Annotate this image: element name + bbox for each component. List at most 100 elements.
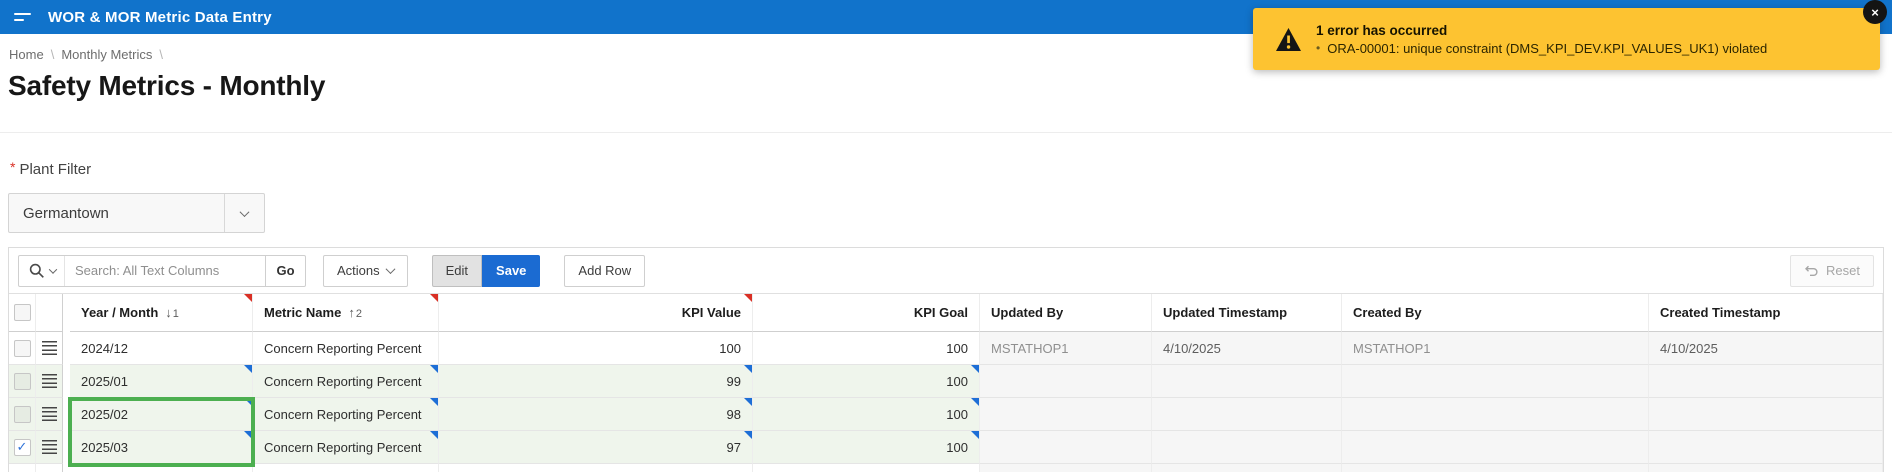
breadcrumb-separator: \	[159, 47, 163, 62]
changed-marker-icon	[430, 398, 438, 406]
region-divider	[0, 132, 1892, 133]
grid-toolbar: Go Actions Edit Save Add Row Reset	[9, 248, 1883, 294]
cell-kpi-value[interactable]: 99	[439, 365, 753, 398]
error-message: • ORA-00001: unique constraint (DMS_KPI_…	[1316, 40, 1768, 56]
changed-marker-icon	[430, 431, 438, 439]
add-row-button[interactable]: Add Row	[564, 254, 646, 287]
row-menu-icon	[41, 374, 57, 388]
chevron-down-icon	[385, 264, 396, 275]
actions-button[interactable]: Actions	[323, 254, 408, 287]
cell-created-by	[1342, 365, 1649, 398]
chevron-down-icon	[224, 194, 264, 232]
breadcrumb-link-home[interactable]: Home	[9, 47, 44, 62]
interactive-grid: Go Actions Edit Save Add Row Reset Year …	[8, 247, 1884, 472]
cell-year-month[interactable]: 2025/02	[70, 398, 253, 431]
cell-metric-name[interactable]: Concern Reporting Percent	[253, 365, 439, 398]
cell-kpi-value[interactable]: 97	[439, 431, 753, 464]
error-notification: 1 error has occurred • ORA-00001: unique…	[1253, 0, 1887, 70]
column-header-year-month[interactable]: Year / Month ↓ 1	[70, 294, 253, 332]
changed-marker-icon	[744, 365, 752, 373]
cell-metric-name[interactable]: Concern Reporting Percent	[253, 332, 439, 365]
changed-marker-icon	[244, 431, 252, 439]
page-title: Safety Metrics - Monthly	[8, 70, 326, 101]
search-group: Go	[18, 254, 306, 287]
cell-kpi-value[interactable]: 100	[439, 332, 753, 365]
cell-kpi-goal[interactable]: 100	[753, 332, 980, 365]
cell-created-timestamp	[1649, 431, 1883, 464]
row-menu-button[interactable]	[36, 431, 63, 464]
required-marker-icon	[244, 294, 252, 302]
column-header-kpi-goal[interactable]: KPI Goal	[753, 294, 980, 332]
cell-year-month[interactable]: 2024/12	[70, 332, 253, 365]
cell-created-timestamp	[1649, 365, 1883, 398]
changed-marker-icon	[244, 398, 252, 406]
cell-year-month[interactable]: 2025/03	[70, 431, 253, 464]
bullet: •	[1316, 41, 1321, 55]
row-checkbox[interactable]	[13, 339, 31, 357]
breadcrumb-separator: \	[50, 47, 55, 62]
sort-indicator: ↑ 2	[348, 305, 362, 320]
changed-marker-icon	[971, 365, 979, 373]
cell-metric-name[interactable]: Concern Reporting Percent	[253, 431, 439, 464]
close-icon[interactable]: ×	[1863, 0, 1887, 24]
row-menu-button[interactable]	[36, 398, 63, 431]
column-header-updated-by[interactable]: Updated By	[980, 294, 1152, 332]
search-icon	[29, 263, 44, 278]
column-header-kpi-value[interactable]: KPI Value	[439, 294, 753, 332]
chevron-down-icon	[48, 264, 57, 274]
cell-kpi-goal[interactable]: 100	[753, 431, 980, 464]
reset-button[interactable]: Reset	[1790, 254, 1874, 287]
select-all-checkbox[interactable]	[13, 304, 31, 321]
sort-indicator: ↓ 1	[165, 305, 179, 320]
warning-icon	[1275, 27, 1302, 52]
cell-kpi-goal[interactable]: 100	[753, 365, 980, 398]
cell-updated-timestamp: 4/10/2025	[1152, 332, 1342, 365]
changed-marker-icon	[430, 365, 438, 373]
cell-updated-timestamp	[1152, 365, 1342, 398]
nav-menu-toggle-icon[interactable]	[14, 13, 32, 21]
changed-marker-icon	[744, 398, 752, 406]
cell-updated-by	[980, 431, 1152, 464]
row-checkbox-checked[interactable]	[13, 438, 31, 456]
cell-updated-by: MSTATHOP1	[980, 332, 1152, 365]
cell-updated-by	[980, 365, 1152, 398]
go-button[interactable]: Go	[265, 255, 305, 286]
plant-filter-select[interactable]: Germantown	[8, 193, 265, 233]
changed-marker-icon	[971, 398, 979, 406]
row-checkbox[interactable]	[13, 405, 31, 423]
row-menu-button[interactable]	[36, 332, 63, 365]
search-options-button[interactable]	[19, 255, 65, 286]
column-header-created-timestamp[interactable]: Created Timestamp	[1649, 294, 1883, 332]
changed-marker-icon	[971, 431, 979, 439]
row-menu-icon	[41, 440, 57, 454]
required-marker-icon	[430, 294, 438, 302]
select-all-cell[interactable]	[9, 294, 36, 332]
header-menu-cell	[36, 294, 63, 332]
cell-kpi-value[interactable]: 98	[439, 398, 753, 431]
cell-year-month[interactable]: 2025/01	[70, 365, 253, 398]
grid-table: Year / Month ↓ 1 Metric Name ↑ 2 KPI Value…	[9, 294, 1883, 472]
row-checkbox[interactable]	[13, 372, 31, 390]
breadcrumb: Home \ Monthly Metrics \	[9, 47, 1892, 62]
reset-icon	[1805, 265, 1818, 276]
row-menu-icon	[41, 341, 57, 355]
changed-marker-icon	[744, 431, 752, 439]
column-header-created-by[interactable]: Created By	[1342, 294, 1649, 332]
column-header-updated-timestamp[interactable]: Updated Timestamp	[1152, 294, 1342, 332]
cell-created-by	[1342, 431, 1649, 464]
error-title: 1 error has occurred	[1316, 22, 1448, 38]
breadcrumb-link-monthly-metrics[interactable]: Monthly Metrics	[61, 47, 153, 62]
column-header-metric-name[interactable]: Metric Name ↑ 2	[253, 294, 439, 332]
row-menu-button[interactable]	[36, 365, 63, 398]
plant-filter-value: Germantown	[23, 204, 109, 222]
save-button[interactable]: Save	[482, 254, 541, 287]
cell-metric-name[interactable]: Concern Reporting Percent	[253, 398, 439, 431]
cell-created-by: MSTATHOP1	[1342, 332, 1649, 365]
cell-kpi-goal[interactable]: 100	[753, 398, 980, 431]
row-menu-icon	[41, 407, 57, 421]
plant-filter-label: * Plant Filter	[10, 159, 92, 178]
required-marker-icon	[744, 294, 752, 302]
search-input[interactable]	[65, 255, 265, 286]
cell-created-timestamp	[1649, 398, 1883, 431]
edit-button[interactable]: Edit	[431, 254, 483, 287]
